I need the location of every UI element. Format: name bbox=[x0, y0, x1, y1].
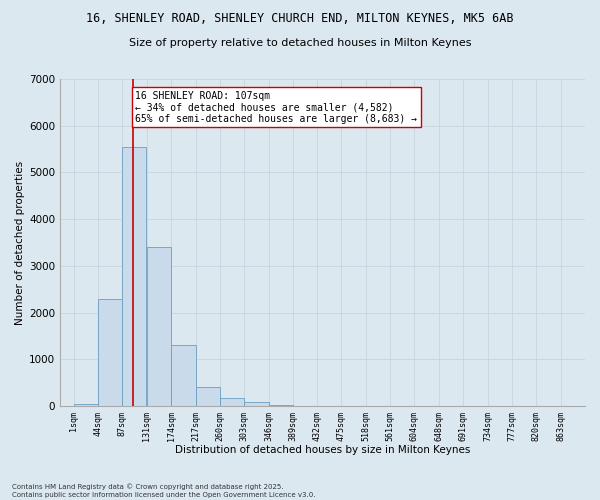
Bar bbox=[244, 402, 269, 406]
X-axis label: Distribution of detached houses by size in Milton Keynes: Distribution of detached houses by size … bbox=[175, 445, 470, 455]
Bar bbox=[220, 398, 244, 406]
Bar bbox=[98, 298, 122, 406]
Bar bbox=[171, 345, 196, 406]
Bar bbox=[269, 404, 293, 406]
Text: Contains HM Land Registry data © Crown copyright and database right 2025.
Contai: Contains HM Land Registry data © Crown c… bbox=[12, 484, 316, 498]
Bar bbox=[196, 388, 220, 406]
Text: Size of property relative to detached houses in Milton Keynes: Size of property relative to detached ho… bbox=[129, 38, 471, 48]
Bar bbox=[122, 146, 146, 406]
Bar bbox=[74, 404, 98, 406]
Bar bbox=[147, 247, 171, 406]
Text: 16 SHENLEY ROAD: 107sqm
← 34% of detached houses are smaller (4,582)
65% of semi: 16 SHENLEY ROAD: 107sqm ← 34% of detache… bbox=[135, 90, 417, 124]
Text: 16, SHENLEY ROAD, SHENLEY CHURCH END, MILTON KEYNES, MK5 6AB: 16, SHENLEY ROAD, SHENLEY CHURCH END, MI… bbox=[86, 12, 514, 26]
Y-axis label: Number of detached properties: Number of detached properties bbox=[15, 160, 25, 324]
